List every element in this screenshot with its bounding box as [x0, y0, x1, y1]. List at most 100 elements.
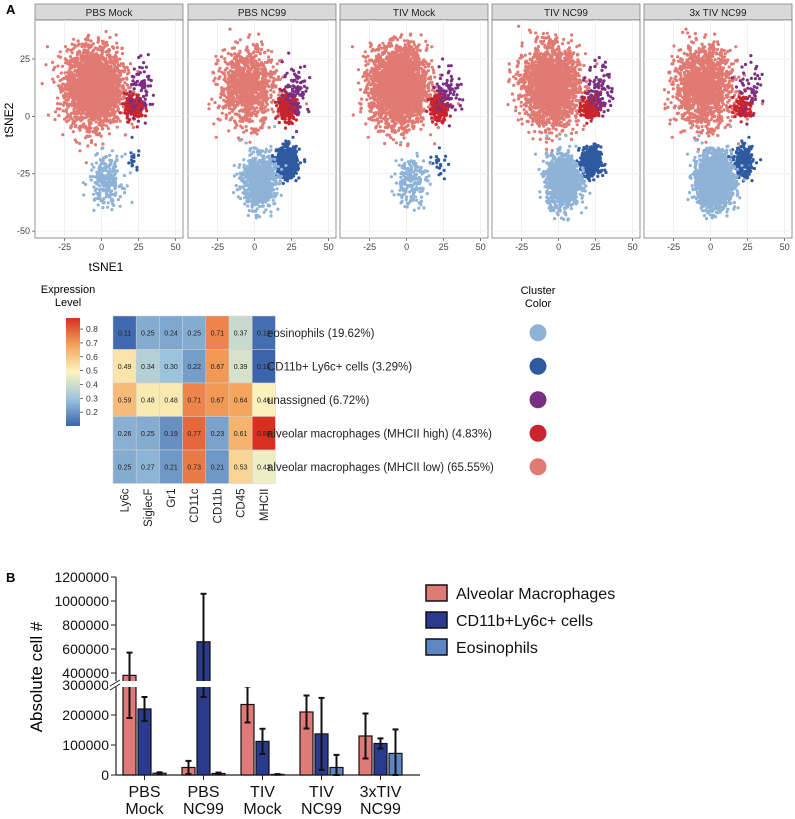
tsne-point: [121, 186, 125, 190]
tsne-point: [82, 122, 86, 126]
tsne-point: [266, 48, 270, 53]
tsne-point: [291, 135, 295, 139]
tsne-point: [109, 162, 113, 166]
tsne-point: [271, 80, 275, 84]
tsne-point: [303, 160, 307, 164]
tsne-point: [294, 179, 298, 183]
tsne-point: [230, 116, 234, 120]
tsne-point: [78, 128, 82, 132]
tsne-point: [112, 57, 116, 61]
tsne-point: [107, 53, 111, 57]
tsne-point: [237, 97, 241, 101]
tsne-point: [226, 51, 230, 56]
tsne-point: [115, 169, 119, 173]
tsne-point: [73, 91, 77, 95]
tsne-point: [219, 95, 223, 100]
tsne-point: [96, 36, 100, 40]
tsne-point: [115, 67, 119, 71]
tsne-point: [87, 69, 91, 73]
tsne-point: [252, 69, 256, 73]
tsne-point: [293, 111, 297, 115]
tsne-point: [232, 88, 236, 92]
tsne-point: [127, 161, 131, 165]
tsne-point: [110, 89, 114, 94]
tsne-point: [115, 50, 119, 54]
tsne-point: [88, 175, 92, 179]
tsne-point: [96, 85, 100, 89]
tsne-point: [80, 102, 84, 106]
tsne-point: [81, 77, 85, 81]
tsne-point: [130, 109, 134, 113]
tsne-point: [106, 176, 110, 180]
tsne-point: [56, 102, 60, 106]
tsne-point: [262, 65, 266, 69]
tsne-point: [75, 105, 79, 109]
tsne-point: [94, 67, 98, 72]
tsne-point: [291, 84, 295, 88]
tsne-point: [84, 161, 88, 165]
facet-y-tick-label: -25: [17, 169, 30, 179]
tsne-point: [222, 77, 226, 82]
tsne-point: [142, 61, 146, 65]
tsne-point: [213, 101, 217, 105]
tsne-point: [284, 139, 288, 143]
tsne-point: [64, 61, 68, 65]
tsne-point: [280, 60, 284, 64]
tsne-point: [247, 98, 251, 102]
tsne-point: [61, 103, 66, 107]
tsne-point: [257, 70, 261, 74]
tsne-point: [111, 117, 115, 121]
tsne-point: [59, 55, 63, 59]
tsne-point: [110, 83, 115, 87]
tsne-point: [72, 60, 76, 64]
tsne-point: [235, 123, 239, 127]
tsne-point: [94, 60, 98, 64]
tsne-point: [252, 50, 256, 54]
tsne-point: [53, 118, 57, 122]
tsne-point: [241, 119, 245, 124]
tsne-point: [245, 62, 249, 66]
tsne-point: [67, 94, 71, 98]
tsne-point: [115, 157, 119, 161]
tsne-point: [125, 112, 129, 116]
tsne-point: [232, 99, 236, 103]
tsne-point: [114, 119, 118, 124]
tsne-point: [275, 62, 279, 66]
tsne-point: [100, 105, 104, 109]
tsne-point: [261, 96, 265, 100]
facet-y-tick-label: 25: [20, 54, 30, 64]
tsne-point: [73, 56, 77, 60]
tsne-point: [71, 47, 75, 51]
tsne-point: [101, 142, 105, 146]
tsne-point: [139, 107, 143, 112]
facet-points: [40, 29, 155, 212]
tsne-point: [83, 93, 87, 97]
tsne-point: [81, 70, 86, 74]
tsne-point: [66, 70, 70, 74]
tsne-point: [105, 40, 109, 45]
tsne-point: [89, 116, 93, 120]
tsne-point: [101, 85, 106, 89]
tsne-point: [76, 81, 80, 86]
tsne-point: [94, 120, 98, 124]
tsne-point: [255, 128, 259, 132]
tsne-point: [265, 78, 269, 83]
tsne-point: [146, 53, 150, 57]
tsne-point: [98, 72, 102, 76]
tsne-point: [52, 80, 56, 84]
tsne-point: [294, 129, 299, 134]
tsne-point: [75, 51, 80, 55]
tsne-point: [99, 119, 103, 123]
tsne-point: [267, 58, 271, 62]
tsne-point: [297, 176, 301, 180]
tsne-point: [61, 133, 65, 137]
tsne-point: [99, 134, 103, 138]
tsne-point: [298, 105, 302, 109]
tsne-point: [110, 149, 114, 153]
tsne-point: [258, 100, 262, 105]
tsne-point: [215, 62, 219, 66]
tsne-point: [102, 113, 106, 117]
tsne-point: [100, 124, 104, 128]
tsne-point: [216, 58, 220, 62]
tsne-point: [270, 83, 274, 87]
